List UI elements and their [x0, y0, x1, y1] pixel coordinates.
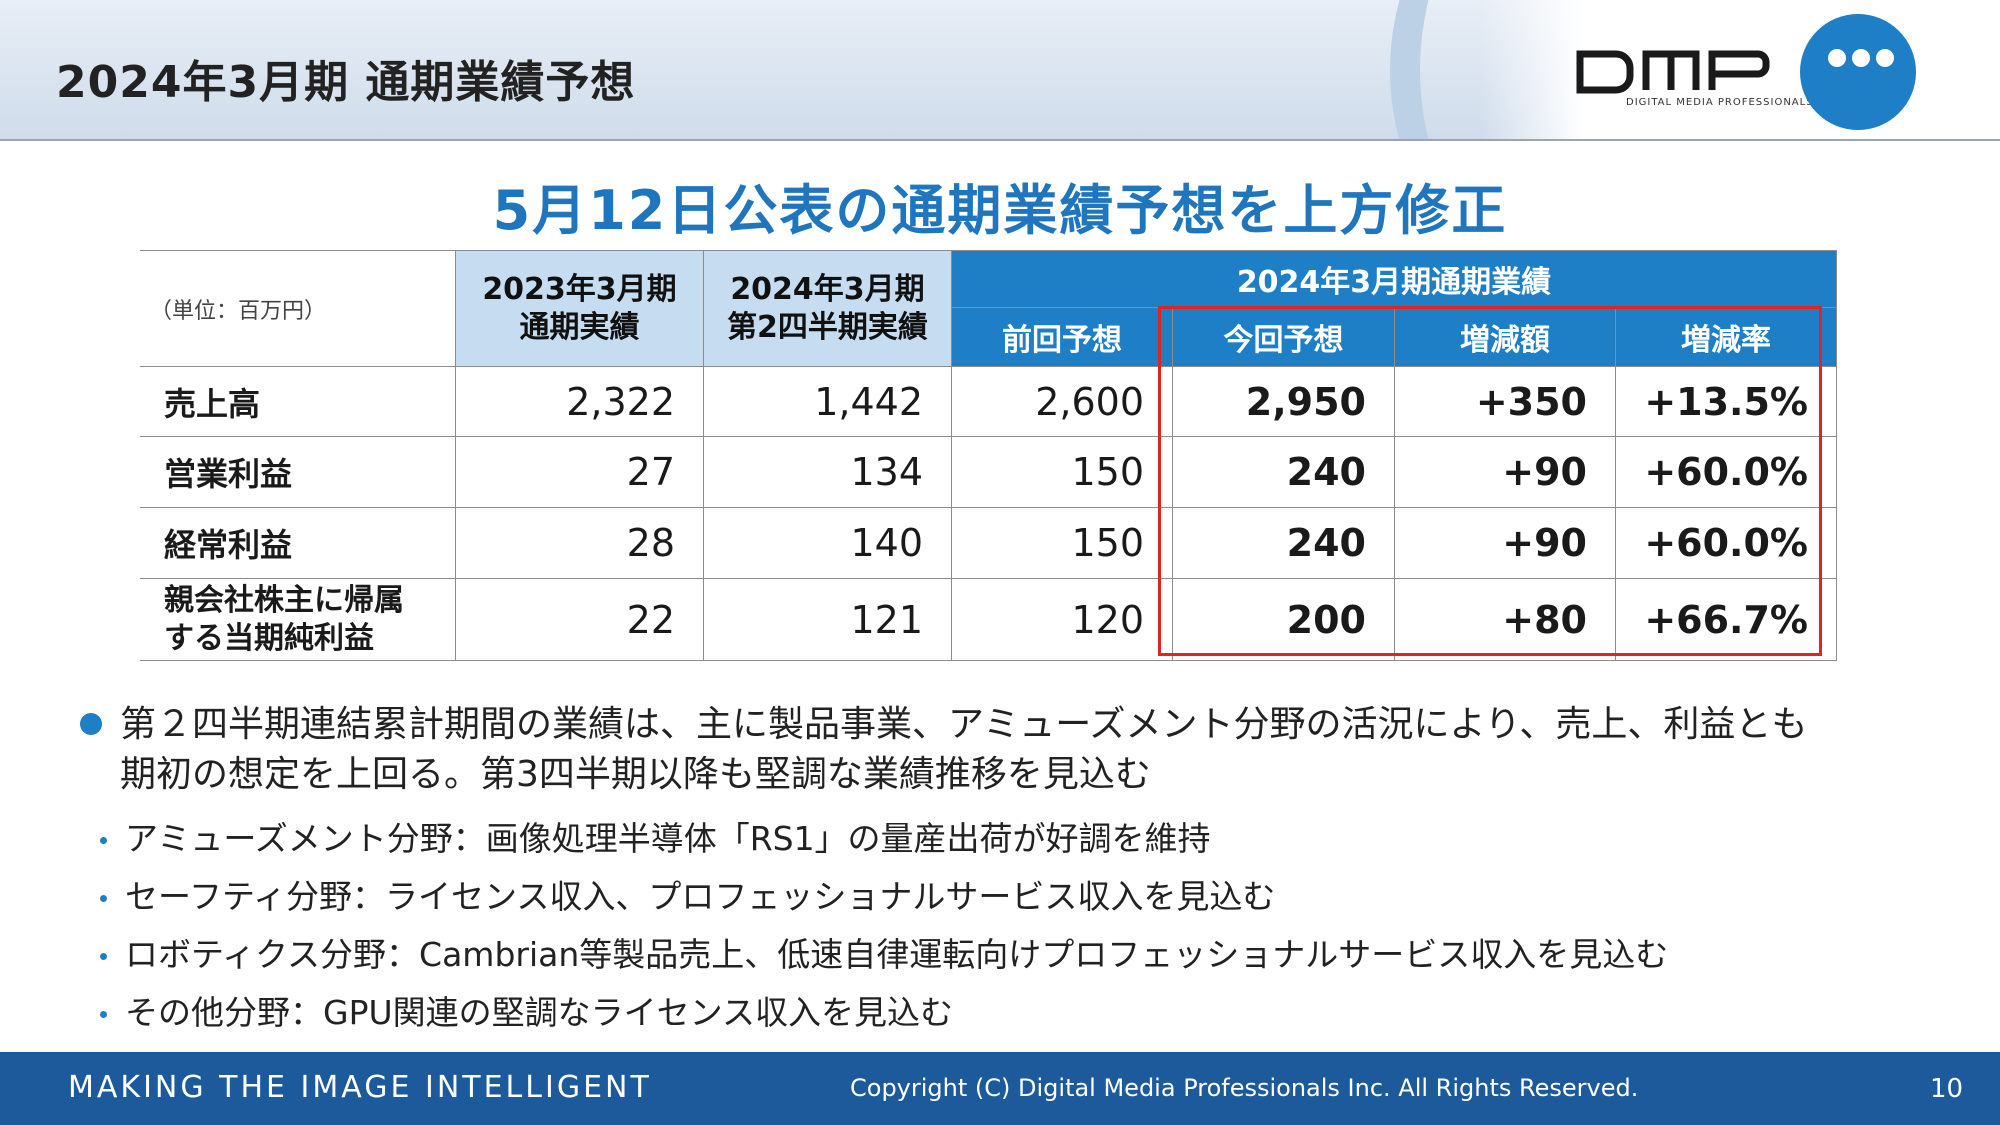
header-current-forecast: 今回予想 — [1172, 306, 1395, 368]
cell-value: 134 — [703, 436, 952, 508]
header-line: 通期実績 — [519, 309, 640, 345]
slide-footer: MAKING THE IMAGE INTELLIGENT Copyright (… — [0, 1052, 2000, 1125]
sub-bullet: ロボティクス分野：Cambrian等製品売上、低速自律運転向けプロフェッショナル… — [100, 928, 1668, 976]
cell-value: 150 — [951, 507, 1173, 579]
sub-bullet-text: アミューズメント分野：画像処理半導体「RS1」の量産出荷が好調を維持 — [125, 819, 1211, 858]
cell-value: 22 — [455, 578, 704, 661]
row-label: 親会社株主に帰属 する当期純利益 — [140, 578, 456, 661]
sub-bullet-dot-icon — [100, 1011, 107, 1018]
bullet-line: 第２四半期連結累計期間の業績は、主に製品事業、アミューズメント分野の活況により、… — [120, 704, 1808, 745]
sub-bullet-text: ロボティクス分野：Cambrian等製品売上、低速自律運転向けプロフェッショナル… — [125, 935, 1669, 974]
row-label-line: 親会社株主に帰属 — [164, 582, 404, 618]
cell-value: +66.7% — [1615, 578, 1837, 661]
cell-value: +13.5% — [1615, 366, 1837, 437]
logo-dot-icon — [1852, 49, 1870, 67]
header-previous-forecast: 前回予想 — [951, 306, 1173, 368]
header-line: 2023年3月期 — [482, 271, 677, 307]
row-label: 経常利益 — [140, 507, 456, 579]
cell-value: 240 — [1172, 507, 1395, 579]
cell-value: 121 — [703, 578, 952, 661]
cell-value: 27 — [455, 436, 704, 508]
header-change-amount: 増減額 — [1394, 306, 1616, 368]
cell-value: 240 — [1172, 436, 1395, 508]
cell-value: +60.0% — [1615, 507, 1837, 579]
cell-value: 2,322 — [455, 366, 704, 437]
logo-dot-icon — [1828, 49, 1846, 67]
page-number: 10 — [1930, 1074, 1964, 1104]
table-row: 営業利益 27 134 150 240 +90 +60.0% — [140, 436, 1837, 508]
sub-bullet: アミューズメント分野：画像処理半導体「RS1」の量産出荷が好調を維持 — [100, 812, 1211, 860]
highlight-box — [1158, 306, 1822, 656]
header-change-rate: 増減率 — [1615, 306, 1837, 368]
bullet-dot-icon — [80, 713, 102, 735]
cell-value: 120 — [951, 578, 1173, 661]
header-line: 第2四半期実績 — [727, 309, 928, 345]
bullet-line: 期初の想定を上回る。第3四半期以降も堅調な業績推移を見込む — [120, 754, 1151, 795]
header-line: 2024年3月期 — [730, 271, 925, 307]
cell-value: 1,442 — [703, 366, 952, 437]
header-2024-q2-actual: 2024年3月期 第2四半期実績 — [703, 250, 952, 367]
main-bullet: 第２四半期連結累計期間の業績は、主に製品事業、アミューズメント分野の活況により、… — [80, 700, 1960, 800]
logo-dot-icon — [1876, 49, 1894, 67]
header-group: 2024年3月期通期業績 — [951, 250, 1837, 308]
sub-bullet-dot-icon — [100, 953, 107, 960]
cell-value: +80 — [1394, 578, 1616, 661]
logo-circle-icon — [1800, 14, 1916, 130]
forecast-table: （単位：百万円） 2023年3月期 通期実績 2024年3月期 第2四半期実績 … — [140, 250, 1837, 661]
sub-bullet: その他分野：GPU関連の堅調なライセンス収入を見込む — [100, 986, 953, 1034]
cell-value: +90 — [1394, 507, 1616, 579]
table-row: 経常利益 28 140 150 240 +90 +60.0% — [140, 507, 1837, 579]
cell-value: 28 — [455, 507, 704, 579]
dmp-logo — [1576, 50, 1770, 94]
header-decoration-arc — [1390, 0, 1950, 140]
page-title: 2024年3月期 通期業績予想 — [56, 57, 636, 108]
sub-bullet-dot-icon — [100, 837, 107, 844]
table-row: 売上高 2,322 1,442 2,600 2,950 +350 +13.5% — [140, 366, 1837, 437]
header-2023-actual: 2023年3月期 通期実績 — [455, 250, 704, 367]
footer-copyright: Copyright (C) Digital Media Professional… — [850, 1074, 1639, 1102]
unit-label: （単位：百万円） — [140, 250, 456, 367]
cell-value: 150 — [951, 436, 1173, 508]
row-label: 売上高 — [140, 366, 456, 437]
table-row: 親会社株主に帰属 する当期純利益 22 121 120 200 +80 +66.… — [140, 578, 1837, 661]
cell-value: 200 — [1172, 578, 1395, 661]
footer-slogan: MAKING THE IMAGE INTELLIGENT — [68, 1070, 652, 1105]
sub-bullet-dot-icon — [100, 895, 107, 902]
cell-value: 140 — [703, 507, 952, 579]
cell-value: 2,950 — [1172, 366, 1395, 437]
cell-value: 2,600 — [951, 366, 1173, 437]
cell-value: +60.0% — [1615, 436, 1837, 508]
sub-bullet-text: その他分野：GPU関連の堅調なライセンス収入を見込む — [125, 993, 953, 1032]
row-label: 営業利益 — [140, 436, 456, 508]
header-divider — [0, 139, 2000, 141]
headline: 5月12日公表の通期業績予想を上方修正 — [492, 179, 1508, 242]
row-label-line: する当期純利益 — [164, 620, 374, 656]
sub-bullet-text: セーフティ分野：ライセンス収入、プロフェッショナルサービス収入を見込む — [125, 877, 1276, 916]
sub-bullet: セーフティ分野：ライセンス収入、プロフェッショナルサービス収入を見込む — [100, 870, 1275, 918]
logo-tagline: DIGITAL MEDIA PROFESSIONALS — [1626, 97, 1814, 108]
cell-value: +350 — [1394, 366, 1616, 437]
